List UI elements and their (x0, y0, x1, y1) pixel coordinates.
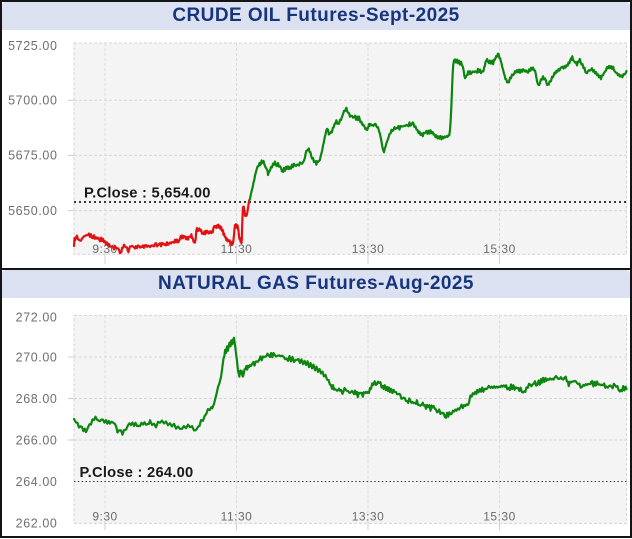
svg-text:272.00: 272.00 (16, 310, 58, 324)
svg-text:P.Close : 5,654.00: P.Close : 5,654.00 (84, 186, 211, 202)
svg-text:5700.00: 5700.00 (8, 94, 57, 108)
svg-text:11:30: 11:30 (221, 510, 253, 524)
svg-text:9:30: 9:30 (92, 510, 117, 524)
svg-text:270.00: 270.00 (16, 350, 58, 364)
svg-text:15:30: 15:30 (483, 510, 516, 524)
svg-text:266.00: 266.00 (16, 433, 58, 447)
svg-text:5725.00: 5725.00 (8, 39, 57, 53)
svg-text:5675.00: 5675.00 (8, 149, 57, 163)
svg-text:13:30: 13:30 (352, 242, 385, 256)
svg-text:268.00: 268.00 (16, 392, 58, 406)
svg-text:11:30: 11:30 (221, 242, 253, 256)
svg-text:13:30: 13:30 (352, 510, 385, 524)
svg-text:264.00: 264.00 (16, 475, 58, 489)
svg-text:15:30: 15:30 (483, 242, 516, 256)
svg-text:262.00: 262.00 (16, 517, 58, 531)
svg-text:P.Close : 264.00: P.Close : 264.00 (80, 465, 194, 481)
svg-text:5650.00: 5650.00 (8, 204, 57, 218)
